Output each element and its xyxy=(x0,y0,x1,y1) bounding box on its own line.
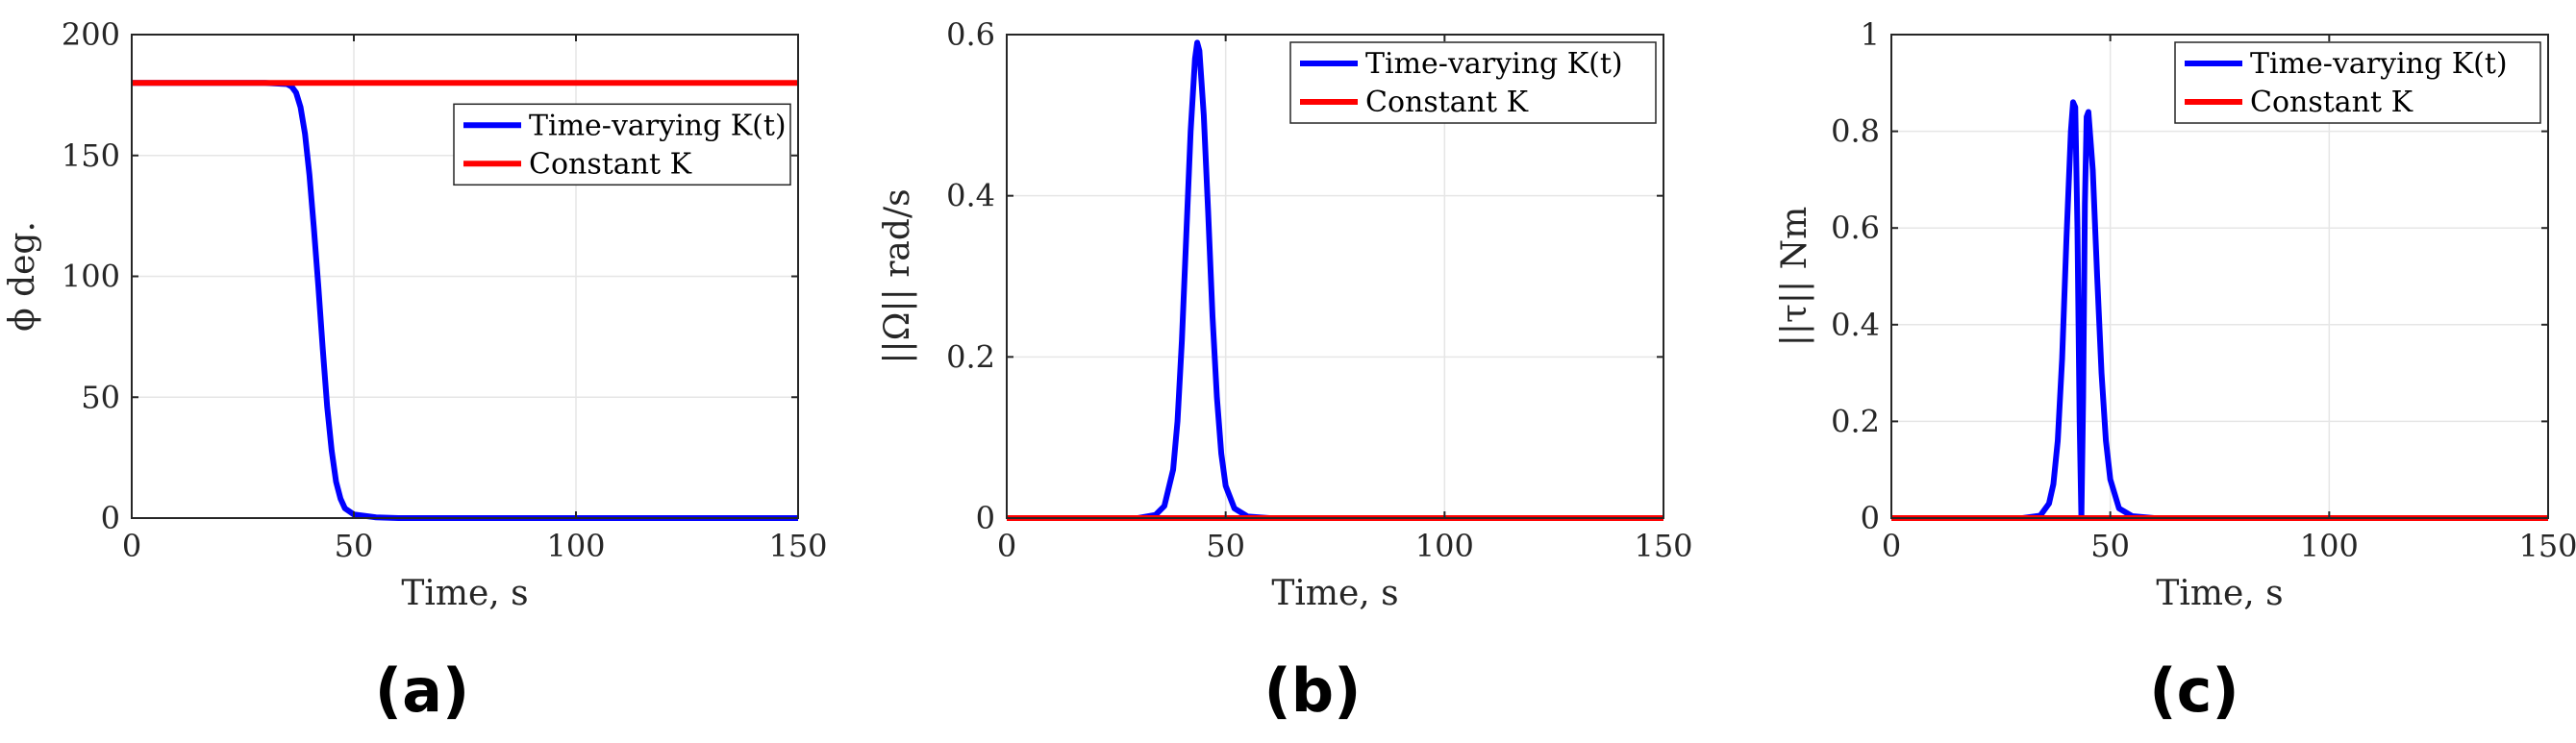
chart-3-axes-box xyxy=(1890,34,2549,519)
chart-3-y-tick-label-5: 1 xyxy=(1861,16,1880,53)
chart-2-y-tick-label-0: 0 xyxy=(976,500,995,536)
chart-3-legend-label-2: Constant K xyxy=(2250,86,2413,119)
chart-2-y-tick-label-2: 0.4 xyxy=(946,178,995,214)
chart-panel-3: 0 50 100 150 0 0.2 0.4 0.6 0.8 1 Time, s ||τ|| Nm Ti… xyxy=(1775,16,2576,726)
chart-3-x-tick-label-2: 100 xyxy=(2300,528,2359,564)
chart-2-legend-label-2: Constant K xyxy=(1365,86,1529,119)
chart-2-legend-box xyxy=(1289,41,1657,124)
chart-2-panel-label: (b) xyxy=(1263,656,1361,726)
chart-panel-2: 0 50 100 150 0 0.2 0.4 0.6 Time, s ||Ω|| rad/s Tim… xyxy=(878,16,1693,726)
chart-3-legend-label-1: Time-varying K(t) xyxy=(2250,47,2508,81)
chart-3-y-tick-label-0: 0 xyxy=(1861,500,1880,536)
chart-2-y-axis-label: ||Ω|| rad/s xyxy=(878,188,917,363)
chart-1-x-axis-label: Time, s xyxy=(401,574,528,613)
chart-1-legend-box xyxy=(453,103,791,186)
chart-2-y-tick-label-3: 0.6 xyxy=(946,16,995,53)
chart-3-x-axis-label: Time, s xyxy=(2156,574,2283,613)
chart-1-series-time-varying-line xyxy=(132,80,798,521)
chart-1-y-tick-label-3: 150 xyxy=(62,137,120,174)
chart-1-y-tick-label-4: 200 xyxy=(62,16,120,53)
chart-3-x-tick-label-1: 50 xyxy=(2090,528,2130,564)
chart-1-y-tick-label-0: 0 xyxy=(101,500,120,536)
chart-2-y-tick-label-1: 0.2 xyxy=(946,338,995,375)
chart-1-panel-label: (a) xyxy=(375,656,470,726)
chart-2-x-axis-label: Time, s xyxy=(1271,574,1398,613)
chart-1-legend-label-2: Constant K xyxy=(529,147,692,181)
chart-3-legend-box xyxy=(2174,41,2541,124)
chart-1-x-tick-label-1: 50 xyxy=(335,528,374,564)
chart-1-y-tick-label-1: 50 xyxy=(81,379,120,415)
chart-3-y-tick-label-3: 0.6 xyxy=(1831,210,1880,246)
chart-1-x-tick-label-3: 150 xyxy=(768,528,827,564)
chart-1-legend-label-1: Time-varying K(t) xyxy=(529,109,787,142)
chart-3-y-tick-label-4: 0.8 xyxy=(1831,113,1880,150)
chart-3-y-tick-label-2: 0.4 xyxy=(1831,307,1880,343)
chart-2-x-tick-label-1: 50 xyxy=(1206,528,1245,564)
chart-1-legend: Time-varying K(t) Constant K xyxy=(453,103,791,186)
chart-2-x-tick-label-3: 150 xyxy=(1634,528,1692,564)
chart-2-x-tick-label-0: 0 xyxy=(997,528,1016,564)
chart-1-y-axis-label: ϕ deg. xyxy=(3,221,42,332)
chart-3-x-tick-label-3: 150 xyxy=(2518,528,2576,564)
chart-3-panel-label: (c) xyxy=(2149,656,2238,726)
chart-3-y-tick-label-1: 0.2 xyxy=(1831,403,1880,439)
chart-2-legend-label-1: Time-varying K(t) xyxy=(1365,47,1623,81)
chart-3-x-tick-label-0: 0 xyxy=(1882,528,1901,564)
chart-3-legend: Time-varying K(t) Constant K xyxy=(2174,41,2541,124)
chart-1-x-tick-label-0: 0 xyxy=(122,528,141,564)
chart-3-series-time-varying-line xyxy=(1891,99,2548,521)
chart-panel-1: 0 50 100 150 0 50 100 150 200 Time, s ϕ deg. Time-v… xyxy=(3,16,828,726)
chart-2-axes-box xyxy=(1006,34,1664,519)
chart-3-y-axis-label: ||τ|| Nm xyxy=(1775,207,1814,347)
chart-2-series-time-varying-line xyxy=(1007,39,1663,521)
chart-2-legend: Time-varying K(t) Constant K xyxy=(1289,41,1657,124)
chart-2-x-tick-label-2: 100 xyxy=(1415,528,1474,564)
chart-1-x-tick-label-2: 100 xyxy=(546,528,605,564)
chart-1-y-tick-label-2: 100 xyxy=(62,259,120,295)
